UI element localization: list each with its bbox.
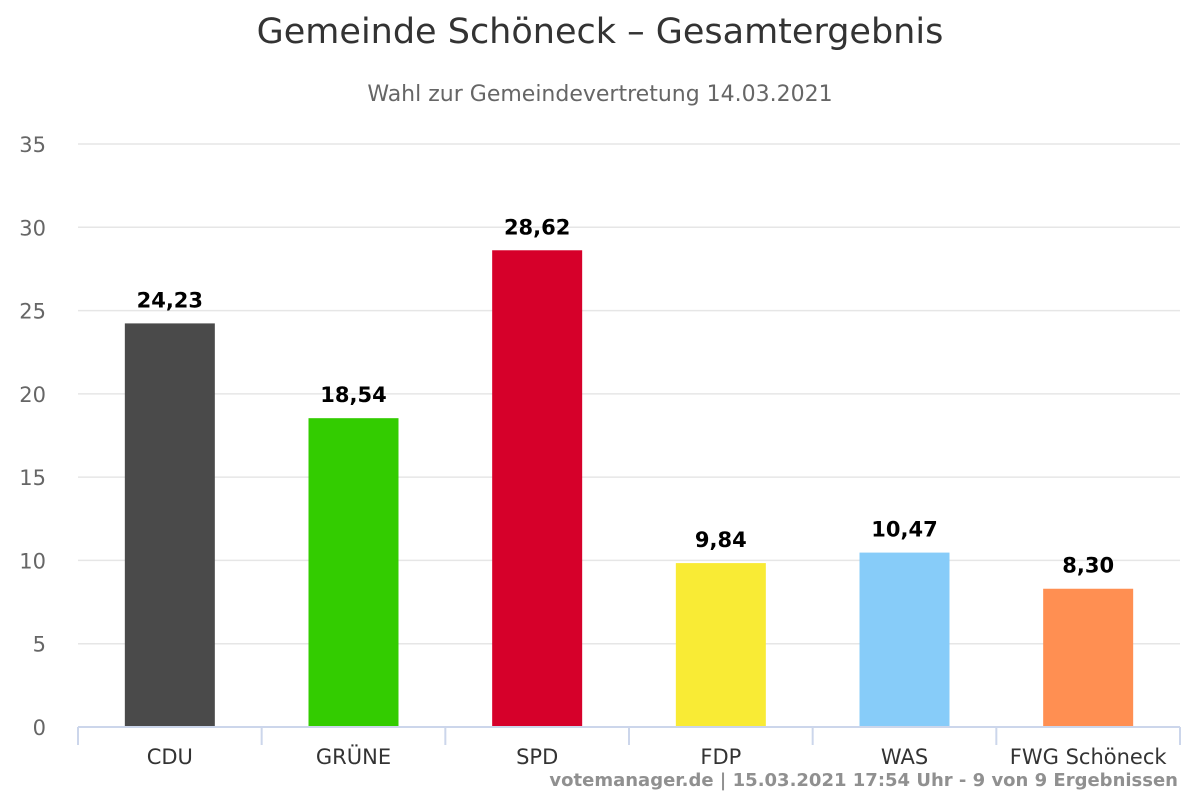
x-axis: CDU GRÜNE SPD FDP WAS FWG Schöneck (77, 726, 1181, 769)
y-tick-label: 15 (19, 466, 46, 490)
y-tick-label: 20 (19, 383, 46, 407)
chart-title: Gemeinde Schöneck – Gesamtergebnis (256, 12, 944, 52)
x-tick-label: GRÜNE (316, 744, 391, 769)
bar-fwg-schöneck[interactable] (1043, 588, 1134, 727)
data-label: 9,84 (695, 528, 747, 552)
grid-lines (78, 143, 1180, 645)
y-tick-label: 25 (19, 300, 46, 324)
y-tick-label: 10 (19, 549, 46, 573)
data-label: 18,54 (320, 383, 386, 407)
x-tick-label: WAS (881, 745, 928, 769)
data-label: 8,30 (1062, 554, 1114, 578)
bar-was[interactable] (859, 552, 950, 727)
y-axis-ticks: 0 5 10 15 20 25 30 35 (19, 133, 46, 740)
bar-cdu[interactable] (124, 323, 215, 727)
data-labels: 24,23 18,54 28,62 9,84 10,47 8,30 (137, 215, 1114, 577)
x-tick-label: CDU (147, 745, 193, 769)
x-tick-label: FDP (700, 745, 741, 769)
data-label: 10,47 (871, 518, 937, 542)
bar-grüne[interactable] (308, 418, 399, 727)
y-tick-label: 0 (33, 716, 46, 740)
data-label: 24,23 (137, 288, 203, 312)
x-tick-label: FWG Schöneck (1010, 745, 1168, 769)
x-tick-label: SPD (516, 745, 558, 769)
credits-link[interactable]: votemanager.de | 15.03.2021 17:54 Uhr - … (549, 770, 1178, 791)
bars (124, 250, 1134, 727)
bar-fdp[interactable] (675, 563, 766, 727)
chart-subtitle: Wahl zur Gemeindevertretung 14.03.2021 (367, 82, 833, 107)
y-tick-label: 35 (19, 133, 46, 157)
bar-spd[interactable] (492, 250, 583, 727)
data-label: 28,62 (504, 215, 570, 239)
y-tick-label: 5 (33, 633, 46, 657)
y-tick-label: 30 (19, 216, 46, 240)
